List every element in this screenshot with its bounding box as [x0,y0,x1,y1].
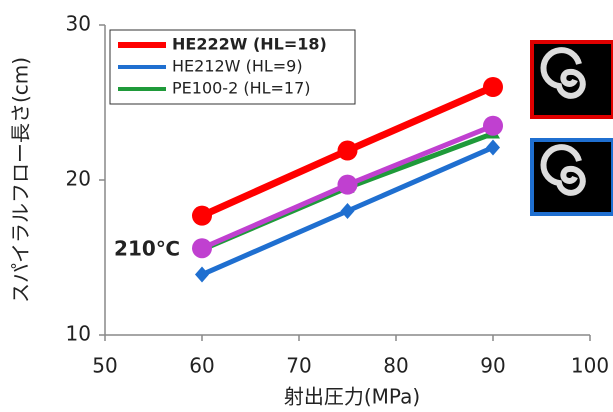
x-tick-label: 50 [92,354,117,378]
point [483,115,503,136]
point [337,140,358,161]
x-tick-label: 60 [189,354,214,378]
x-tick-label: 90 [480,354,505,378]
y-tick-label: 20 [66,167,91,191]
x-tick-label: 80 [383,354,408,378]
legend-label: HE222W (HL=18) [172,35,327,54]
series-annotation: 210℃ [114,237,180,261]
x-tick-label: 70 [286,354,311,378]
legend-label: PE100-2 (HL=17) [172,79,311,98]
point [486,139,500,156]
point [192,238,212,259]
sample-red [530,40,613,119]
y-axis-label: スパイラルフロー長さ(cm) [9,57,33,303]
x-axis-label: 射出圧力(MPa) [284,385,420,409]
sample-blue [530,138,613,216]
point [192,205,212,226]
legend-label: HE212W (HL=9) [172,57,303,76]
point [337,174,358,195]
point [195,266,209,283]
y-tick-label: 30 [66,12,91,36]
x-tick-label: 100 [571,354,609,378]
y-tick-label: 10 [66,322,91,346]
point [340,203,355,219]
point [483,77,503,97]
